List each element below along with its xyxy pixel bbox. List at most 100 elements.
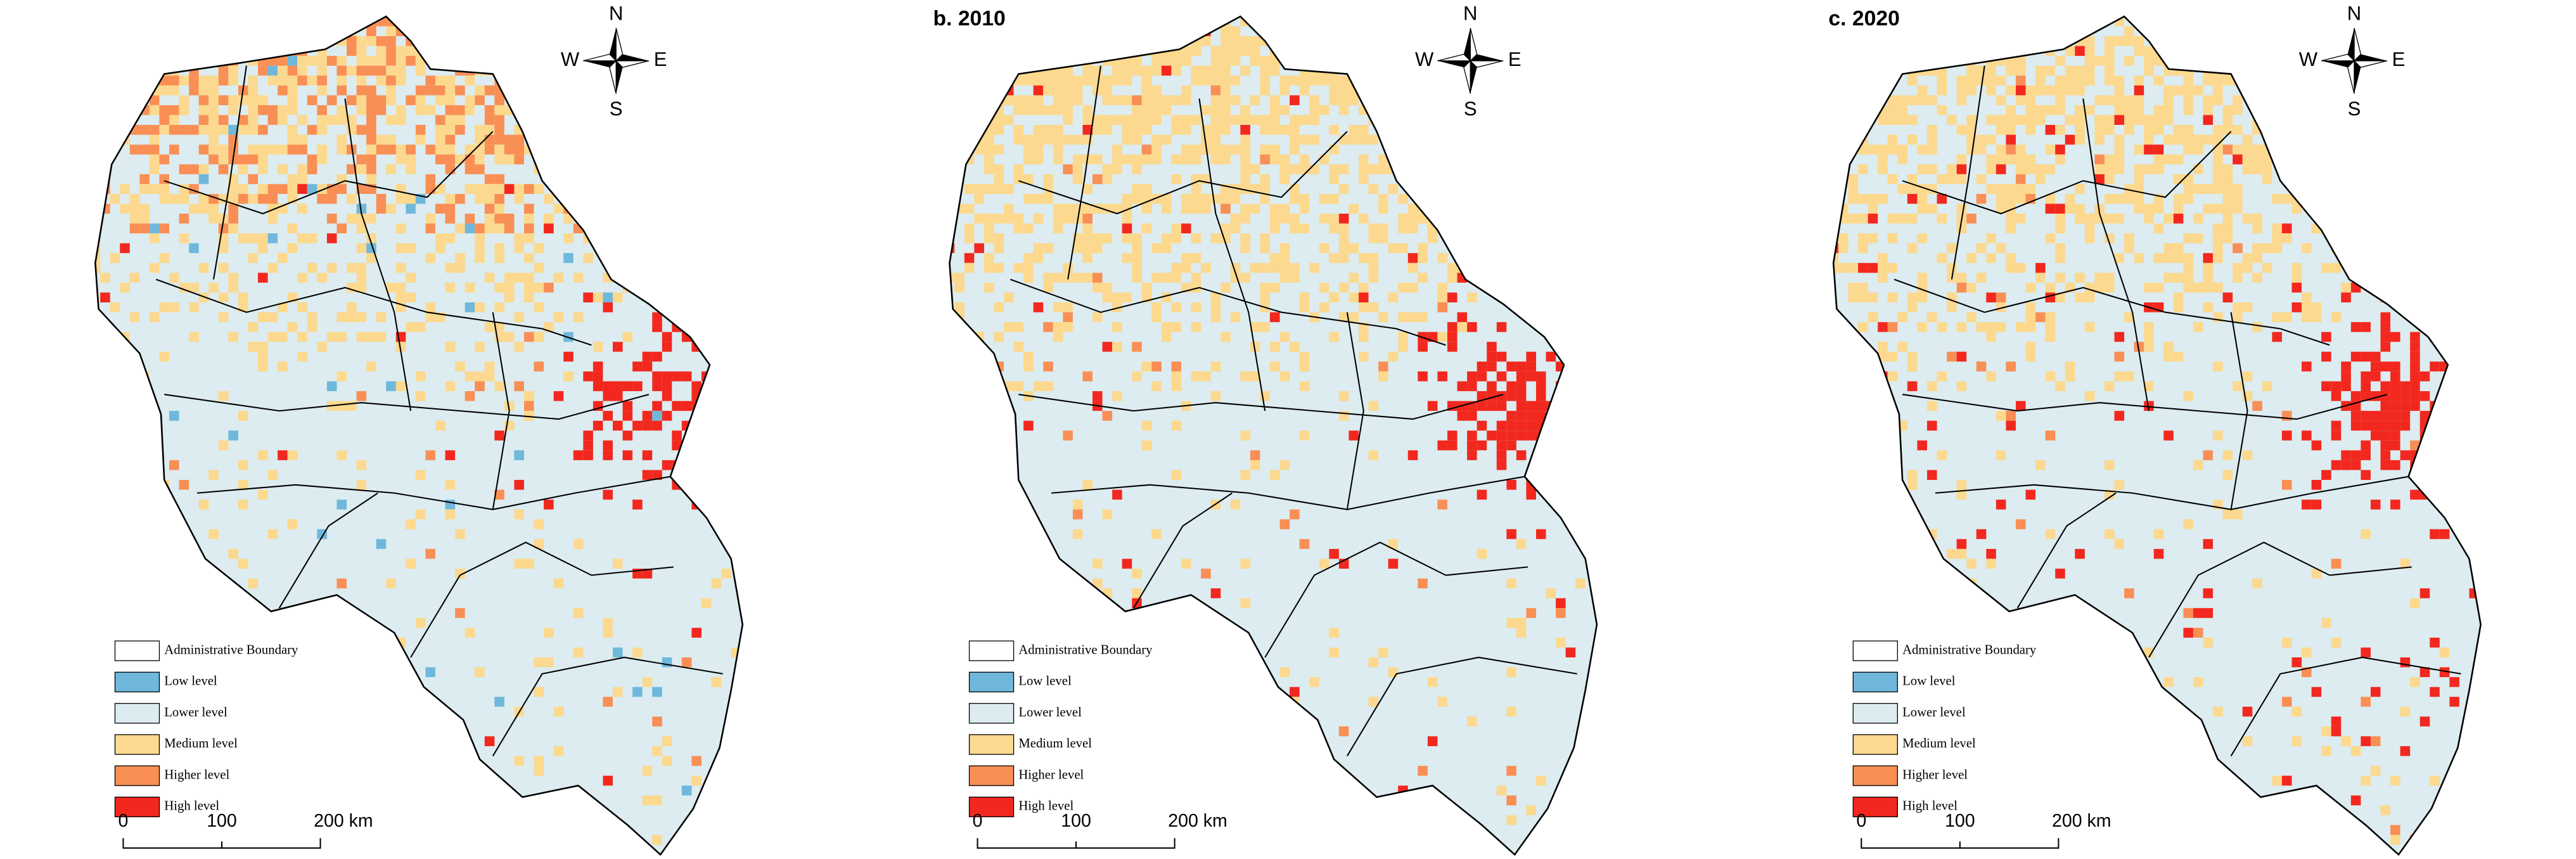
raster-cell (1996, 697, 2006, 707)
raster-cell (1388, 46, 1399, 56)
raster-cell (1033, 36, 1044, 46)
raster-cell (1526, 16, 1536, 27)
admin-boundary (344, 98, 412, 411)
raster-cell (2380, 322, 2391, 332)
raster-cell (1565, 154, 1576, 165)
raster-cell (2104, 273, 2115, 283)
raster-cell (336, 145, 347, 155)
raster-cell (1427, 233, 1438, 243)
raster-cell (95, 105, 101, 115)
raster-cell (1033, 193, 1044, 204)
raster-cell (1309, 815, 1319, 825)
raster-cell (553, 154, 564, 165)
raster-cell (386, 282, 396, 293)
raster-cell (2124, 371, 2134, 382)
raster-cell (1063, 312, 1073, 323)
raster-cell (267, 26, 278, 37)
raster-cell (1240, 184, 1250, 194)
raster-cell (2015, 322, 2026, 332)
raster-cell (1112, 322, 1122, 332)
raster-cell (1897, 46, 1907, 56)
raster-cell (1053, 332, 1063, 342)
raster-cell (1858, 125, 1868, 135)
raster-cell (425, 36, 436, 46)
legend-label: Lower level (164, 706, 227, 720)
compass-s: S (610, 98, 623, 120)
raster-cell (1878, 85, 1888, 96)
raster-cell (2281, 430, 2292, 441)
raster-cell (2311, 568, 2322, 579)
raster-cell (1240, 430, 1250, 441)
raster-cell (2370, 687, 2381, 697)
raster-cell (238, 617, 248, 628)
raster-cell (228, 36, 238, 46)
raster-cell (622, 105, 633, 115)
raster-cell (2479, 75, 2481, 86)
raster-cell (1240, 203, 1250, 214)
raster-cell (2469, 26, 2480, 37)
raster-cell (2124, 312, 2134, 323)
raster-cell (1585, 233, 1596, 243)
raster-cell (1082, 125, 1093, 135)
raster-cell (642, 450, 653, 460)
raster-cell (2390, 460, 2400, 470)
raster-cell (2361, 775, 2371, 786)
raster-cell (1122, 95, 1132, 105)
raster-cell (1290, 75, 1300, 86)
scale-label: 100 (207, 811, 237, 831)
raster-cell (2055, 125, 2065, 135)
raster-cell (1082, 243, 1093, 254)
raster-cell (1033, 134, 1044, 145)
raster-cell (1868, 214, 1878, 224)
raster-cell (2015, 56, 2026, 66)
raster-cell (1956, 489, 1967, 500)
raster-cell (198, 105, 209, 115)
raster-cell (267, 726, 278, 737)
raster-cell (1546, 480, 1556, 490)
raster-cell (2311, 85, 2322, 96)
raster-cell (1477, 391, 1487, 401)
raster-cell (2094, 766, 2105, 776)
raster-cell (1917, 193, 1927, 204)
raster-cell (1848, 46, 1859, 56)
raster-cell (2361, 470, 2371, 481)
raster-cell (2045, 203, 2056, 214)
raster-cell (2410, 371, 2420, 382)
raster-cell (1033, 588, 1044, 598)
raster-cell (297, 36, 307, 46)
raster-cell (1358, 26, 1369, 37)
raster-cell (1546, 233, 1556, 243)
raster-cell (425, 223, 436, 234)
raster-cell (1917, 322, 1927, 332)
raster-cell (1072, 134, 1083, 145)
raster-cell (1947, 36, 1957, 46)
raster-cell (662, 371, 672, 382)
raster-cell (691, 75, 702, 86)
raster-cell (2410, 174, 2420, 184)
raster-cell (2193, 322, 2203, 332)
raster-cell (964, 95, 975, 105)
raster-cell (179, 617, 189, 628)
raster-cell (2459, 105, 2470, 115)
raster-cell (2430, 164, 2440, 174)
legend-swatch (114, 702, 160, 724)
raster-cell (544, 628, 554, 638)
raster-cell (504, 154, 515, 165)
compass-n: N (609, 3, 623, 25)
raster-cell (544, 65, 554, 76)
raster-cell (1230, 26, 1241, 37)
raster-cell (1487, 401, 1497, 411)
raster-cell (523, 184, 534, 194)
raster-cell (984, 164, 994, 174)
raster-cell (287, 223, 298, 234)
raster-cell (1477, 203, 1487, 214)
raster-cell (2419, 36, 2430, 46)
raster-cell (2350, 125, 2361, 135)
raster-cell (1368, 401, 1379, 411)
raster-cell (376, 312, 387, 323)
admin-boundary (2082, 98, 2150, 411)
raster-cell (2233, 56, 2243, 66)
raster-cell (593, 16, 603, 27)
raster-cell (1496, 85, 1507, 96)
